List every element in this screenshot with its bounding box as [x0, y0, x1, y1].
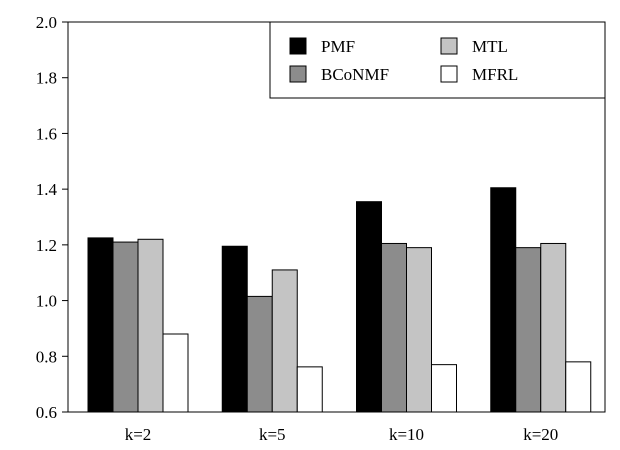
y-tick-label: 0.8: [36, 347, 57, 366]
legend-box: [269, 21, 606, 99]
bar-pmf-k2: [87, 237, 114, 413]
legend-swatch-bconmf: [289, 65, 307, 83]
legend-label-mtl: MTL: [472, 37, 508, 56]
x-tick-label: k=5: [259, 425, 286, 444]
bar-mfrl-k5: [296, 366, 323, 413]
x-tick-label: k=10: [389, 425, 424, 444]
bar-mtl-k10: [406, 247, 432, 413]
bar-pmf-k20: [490, 187, 517, 413]
bar-bconmf-k20: [515, 247, 542, 413]
bar-bconmf-k2: [112, 241, 139, 413]
bar-mfrl-k20: [565, 361, 592, 413]
bar-pmf-k5: [221, 245, 248, 413]
y-tick-label: 1.4: [36, 180, 58, 199]
bar-mfrl-k2: [162, 333, 189, 413]
x-tick-label: k=20: [523, 425, 558, 444]
y-tick-label: 1.8: [36, 69, 57, 88]
x-axis: k=2 k=5 k=10 k=20: [125, 425, 559, 444]
legend-label-bconmf: BCoNMF: [321, 65, 389, 84]
y-tick-label: 1.6: [36, 124, 57, 143]
y-axis: 0.6 0.8 1.0 1.2 1.4 1.6 1.8 2.0: [36, 13, 68, 422]
bar-bconmf-k10: [381, 242, 407, 413]
legend-swatch-pmf: [289, 37, 307, 55]
bar-mtl-k5: [271, 269, 298, 413]
bar-series-group: [87, 187, 592, 413]
y-tick-label: 1.2: [36, 236, 57, 255]
legend-swatch-mtl: [440, 37, 458, 55]
x-tick-label: k=2: [125, 425, 152, 444]
bar-bconmf-k5: [246, 295, 273, 413]
legend: PMF BCoNMF MTL MFRL: [269, 21, 606, 99]
bar-mtl-k20: [540, 242, 567, 413]
bar-mfrl-k10: [431, 364, 457, 413]
legend-swatch-mfrl: [440, 65, 458, 83]
y-tick-label: 2.0: [36, 13, 57, 32]
y-tick-label: 0.6: [36, 403, 57, 422]
bar-mtl-k2: [137, 238, 164, 413]
legend-label-mfrl: MFRL: [472, 65, 518, 84]
y-tick-label: 1.0: [36, 292, 57, 311]
bar-pmf-k10: [356, 201, 382, 413]
legend-label-pmf: PMF: [321, 37, 355, 56]
